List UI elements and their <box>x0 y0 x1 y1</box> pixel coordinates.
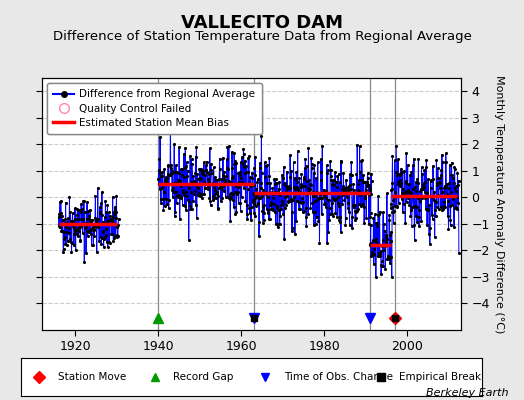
Text: Record Gap: Record Gap <box>173 372 234 382</box>
Text: Empirical Break: Empirical Break <box>399 372 481 382</box>
Y-axis label: Monthly Temperature Anomaly Difference (°C): Monthly Temperature Anomaly Difference (… <box>494 75 504 333</box>
Text: Difference of Station Temperature Data from Regional Average: Difference of Station Temperature Data f… <box>52 30 472 43</box>
Legend: Difference from Regional Average, Quality Control Failed, Estimated Station Mean: Difference from Regional Average, Qualit… <box>47 83 261 134</box>
Text: VALLECITO DAM: VALLECITO DAM <box>181 14 343 32</box>
Text: Berkeley Earth: Berkeley Earth <box>426 388 508 398</box>
Text: Time of Obs. Change: Time of Obs. Change <box>284 372 393 382</box>
Text: Station Move: Station Move <box>58 372 126 382</box>
